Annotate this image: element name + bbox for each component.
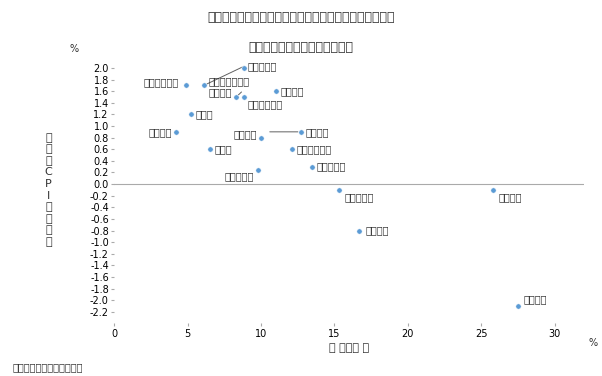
Point <box>488 187 498 193</box>
Text: ポルトガル: ポルトガル <box>345 192 374 202</box>
Point <box>181 82 191 88</box>
Point <box>199 82 209 88</box>
Text: 〈資料〉欧州委員会統計局: 〈資料〉欧州委員会統計局 <box>12 362 82 372</box>
Point <box>171 129 181 135</box>
Point <box>238 94 248 100</box>
Point <box>231 94 241 100</box>
Text: %: % <box>70 44 79 54</box>
Point <box>308 164 317 170</box>
Point <box>334 187 344 193</box>
Point <box>355 227 364 233</box>
Text: スペイン: スペイン <box>499 192 523 202</box>
Text: ドイツ: ドイツ <box>195 109 213 120</box>
Text: キプロス: キプロス <box>365 226 389 235</box>
Text: スロベニア: スロベニア <box>225 171 254 182</box>
Text: ルクセンブルグ: ルクセンブルグ <box>208 76 249 86</box>
Text: エストニア: エストニア <box>248 61 278 71</box>
Text: アイルランド: アイルランド <box>296 144 332 154</box>
Text: ユーロ参加国の失業率とインフレ率（２０１４年１月）: ユーロ参加国の失業率とインフレ率（２０１４年１月） <box>207 11 395 24</box>
Point <box>296 129 306 135</box>
Point <box>271 88 281 94</box>
Text: フィンランド: フィンランド <box>248 100 283 109</box>
Point <box>287 146 297 152</box>
Text: 【
コ
ア
C
P
I
上
昇
率
】: 【 コ ア C P I 上 昇 率 】 <box>45 133 52 247</box>
Point <box>253 167 263 173</box>
Text: %: % <box>589 338 598 349</box>
Text: イタリア: イタリア <box>305 127 329 137</box>
Text: ベルギー: ベルギー <box>208 87 232 97</box>
Text: ラトビア: ラトビア <box>280 86 303 96</box>
Point <box>205 146 214 152</box>
Text: スロバキア: スロバキア <box>317 162 346 172</box>
Point <box>256 135 266 141</box>
Text: マルタ: マルタ <box>214 144 232 154</box>
Point <box>513 303 523 309</box>
Point <box>238 65 248 71</box>
Point <box>186 111 196 117</box>
Text: フランス: フランス <box>233 129 256 139</box>
Text: オランダ: オランダ <box>148 127 172 137</box>
X-axis label: 【 失業率 】: 【 失業率 】 <box>329 343 369 353</box>
Text: ギリシャ: ギリシャ <box>524 294 547 304</box>
Text: オーストリア: オーストリア <box>144 77 179 88</box>
Text: ～債務危機国では物価が下落～: ～債務危機国では物価が下落～ <box>249 41 353 55</box>
